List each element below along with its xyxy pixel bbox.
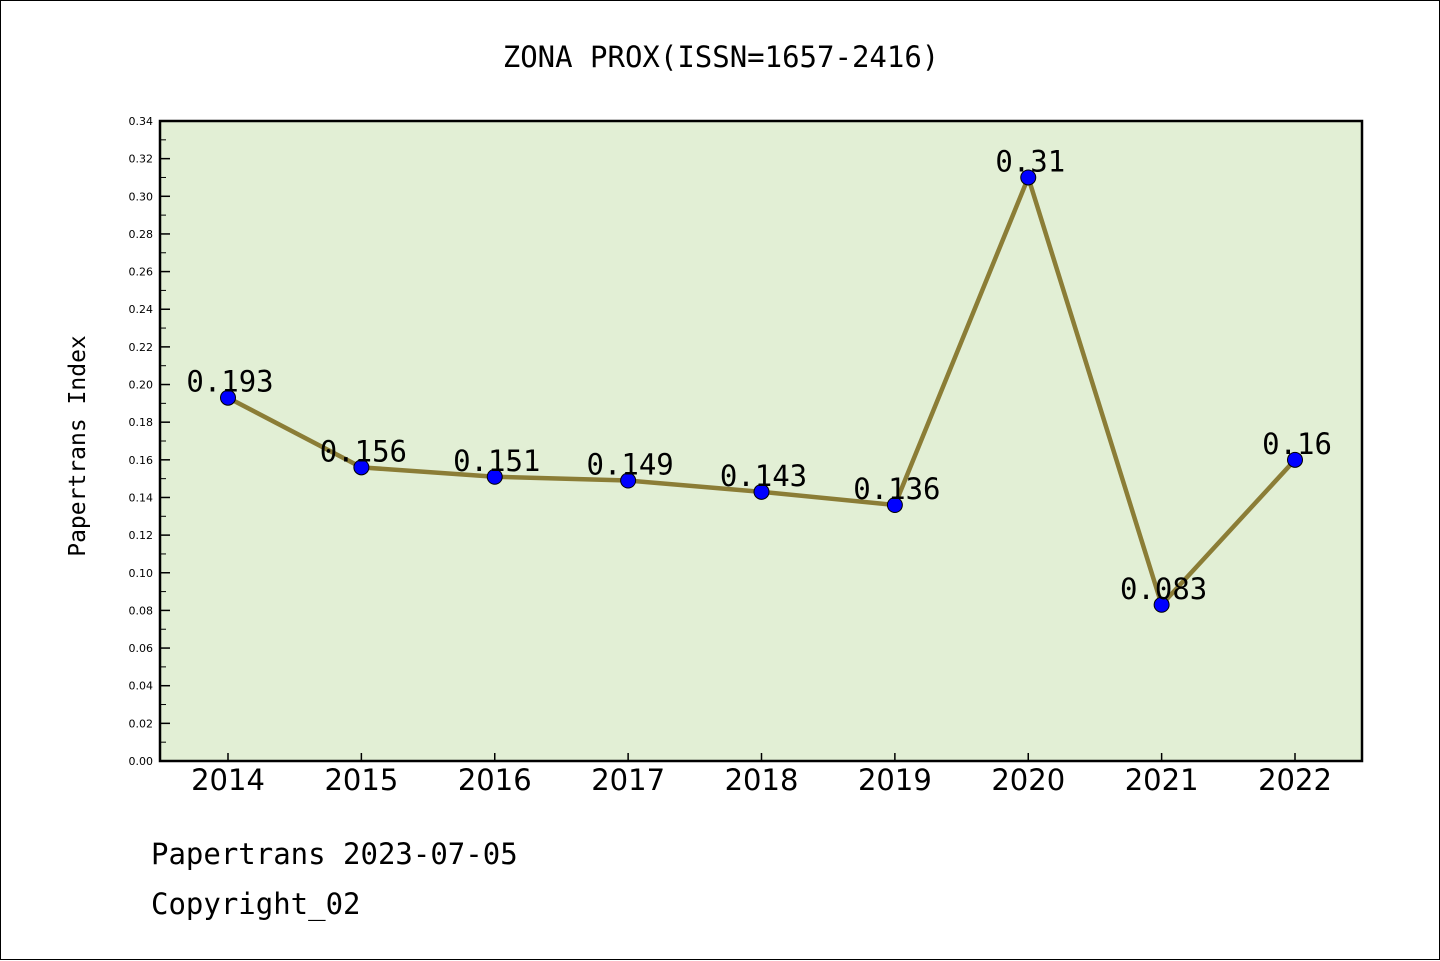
data-label: 0.193 — [186, 365, 273, 399]
plot-area — [160, 121, 1362, 761]
data-label: 0.136 — [853, 472, 940, 506]
data-label: 0.083 — [1120, 572, 1207, 606]
x-tick-label: 2014 — [191, 763, 265, 797]
data-point — [353, 459, 370, 476]
y-axis-label: Papertrans Index — [65, 335, 91, 557]
data-point — [1153, 596, 1170, 613]
y-tick-label: 0.08 — [129, 604, 154, 617]
footer-date: Papertrans 2023-07-05 — [151, 837, 518, 871]
data-point — [1020, 169, 1037, 186]
y-tick-label: 0.06 — [129, 642, 154, 655]
y-tick-label: 0.26 — [129, 266, 154, 279]
y-tick-label: 0.10 — [129, 567, 154, 580]
data-point — [1287, 451, 1303, 468]
y-tick-label: 0.00 — [129, 755, 154, 768]
data-label: 0.16 — [1262, 427, 1332, 461]
y-tick-label: 0.12 — [129, 529, 154, 542]
y-tick-label: 0.32 — [129, 153, 154, 166]
x-tick-label: 2015 — [324, 763, 398, 797]
x-tick-label: 2020 — [991, 763, 1065, 797]
x-tick-label: 2021 — [1125, 763, 1199, 797]
x-tick-label: 2016 — [458, 763, 532, 797]
chart-title: ZONA PROX(ISSN=1657-2416) — [503, 40, 940, 74]
data-label: 0.156 — [320, 434, 407, 468]
plot-border — [158, 119, 1364, 763]
data-point — [886, 497, 903, 513]
y-tick-label: 0.04 — [129, 680, 154, 693]
x-tick-label: 2018 — [725, 763, 799, 797]
y-tick-label: 0.02 — [129, 717, 154, 730]
y-tick-label: 0.28 — [129, 228, 154, 241]
x-tick-label: 2017 — [591, 763, 665, 797]
data-point — [220, 389, 236, 406]
data-point — [753, 483, 770, 500]
y-tick-label: 0.20 — [129, 379, 154, 392]
x-tick-label: 2019 — [858, 763, 932, 797]
data-label: 0.149 — [586, 448, 673, 482]
data-label: 0.31 — [995, 144, 1065, 178]
y-tick-label: 0.14 — [129, 491, 154, 504]
y-tick-label: 0.16 — [129, 454, 154, 467]
x-tick-label: 2022 — [1258, 763, 1332, 797]
y-tick-label: 0.24 — [129, 303, 154, 316]
data-point — [620, 472, 637, 489]
y-tick-label: 0.22 — [129, 341, 154, 354]
data-point — [486, 468, 503, 485]
data-label: 0.151 — [453, 444, 540, 478]
y-tick-label: 0.34 — [129, 115, 154, 128]
data-label: 0.143 — [720, 459, 807, 493]
footer-copyright: Copyright_02 — [151, 887, 361, 921]
y-tick-label: 0.30 — [129, 190, 154, 203]
y-tick-label: 0.18 — [129, 416, 154, 429]
